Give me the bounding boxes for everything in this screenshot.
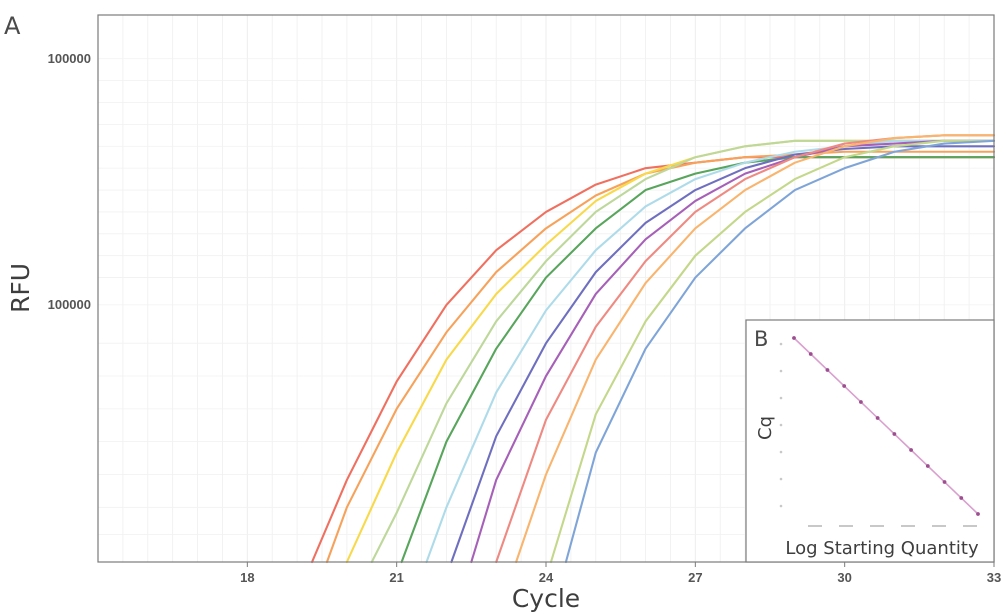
inset-marks (792, 336, 980, 516)
inset-x-axis-title: Log Starting Quantity (785, 538, 979, 559)
main-x-tick-label-6: 33 (987, 570, 1001, 585)
inset-trendline (793, 337, 979, 515)
inset-point-6 (875, 416, 880, 420)
inset-y-tick-dot-2 (779, 369, 783, 373)
inset-point-4 (842, 384, 847, 388)
inset-point-2 (808, 352, 813, 356)
main-y-tick-label-2: 100000 (48, 297, 91, 312)
main-x-tick-label-3: 24 (539, 570, 554, 585)
inset-y-tick-dot-6 (779, 477, 783, 481)
inset-y-tick-dot-5 (779, 450, 783, 454)
main-x-tick-label-1: 18 (240, 570, 254, 585)
inset-y-axis-title: Cq (755, 416, 776, 440)
inset-point-9 (925, 464, 930, 468)
inset-y-tick-dot-4 (779, 423, 783, 427)
main-x-tick-label-4: 27 (688, 570, 702, 585)
inset-chart: B Cq Log Starting Quantity (745, 319, 995, 563)
main-x-tick-label-5: 30 (837, 570, 851, 585)
main-y-axis-title: RFU (6, 263, 35, 313)
series-line-12 (564, 139, 996, 564)
panel-b-label: B (754, 327, 768, 351)
inset-panel-frame (745, 319, 995, 563)
inset-axis-decor (779, 342, 977, 527)
series-line-8 (470, 139, 996, 564)
series-line-10 (515, 134, 996, 564)
inset-point-7 (892, 432, 897, 436)
inset-point-3 (825, 368, 830, 372)
inset-point-11 (959, 496, 964, 500)
inset-point-5 (859, 400, 863, 404)
series-line-11 (549, 139, 996, 564)
inset-y-tick-dot-1 (779, 342, 783, 346)
inset-point-8 (909, 448, 913, 452)
main-y-tick-label-1: 100000 (48, 51, 91, 66)
series-line-5 (400, 156, 996, 564)
series-line-6 (425, 139, 996, 564)
main-series (310, 134, 996, 564)
inset-y-tick-dot-7 (779, 504, 783, 508)
inset-point-12 (976, 512, 980, 516)
main-x-tick-label-2: 21 (389, 570, 403, 585)
main-x-ticks: 18 21 24 27 30 33 (240, 562, 1001, 585)
main-y-ticks: 100000 100000 (48, 51, 91, 312)
main-x-axis-title: Cycle (512, 584, 580, 613)
panel-a-label: A (4, 12, 21, 40)
inset-point-1 (792, 336, 796, 340)
inset-point-10 (942, 480, 947, 484)
inset-y-tick-dot-3 (779, 396, 783, 400)
